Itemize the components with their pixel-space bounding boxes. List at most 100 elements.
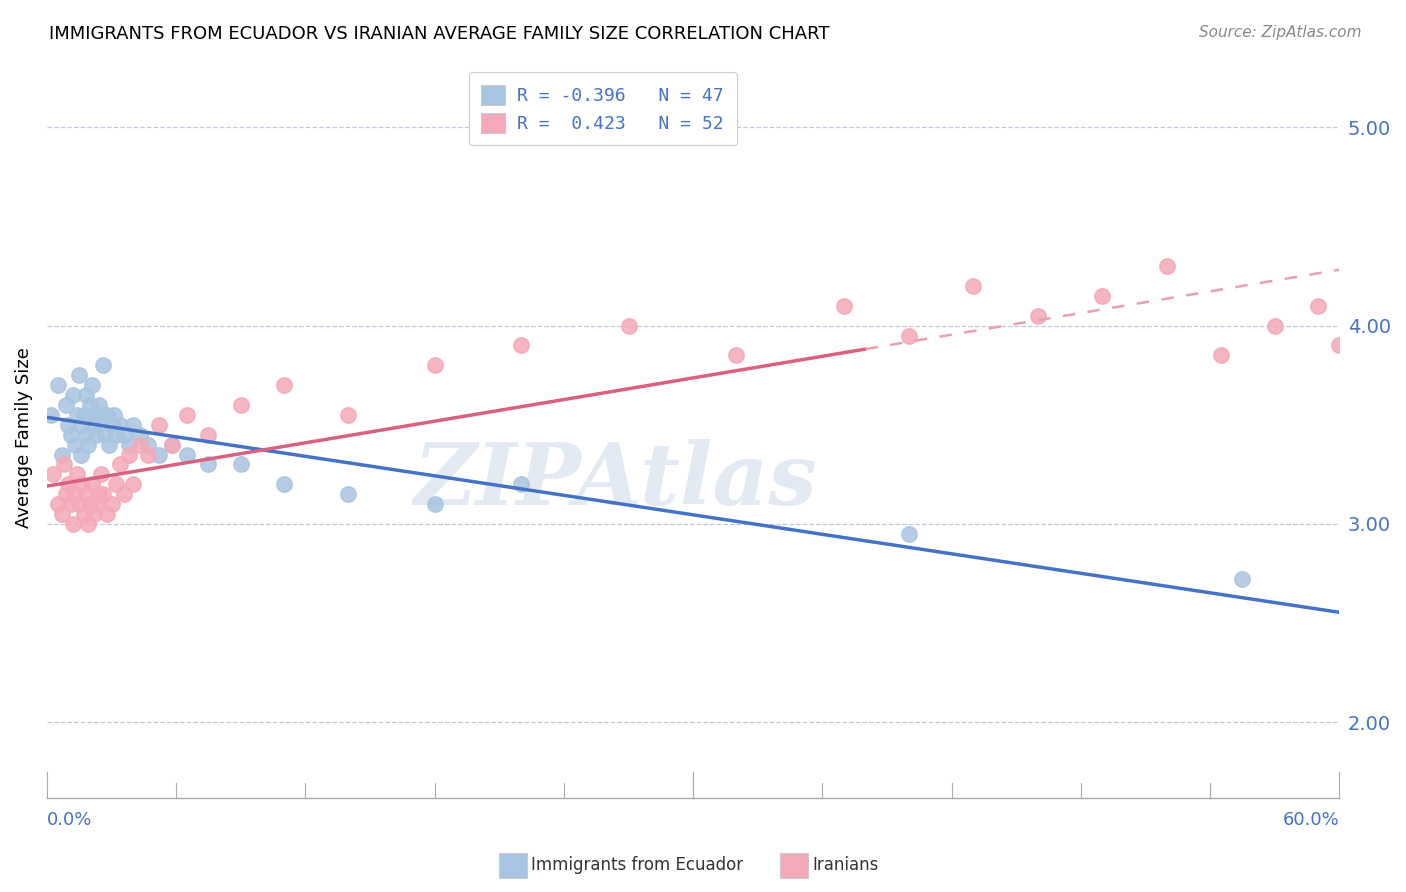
Point (58, 417, 80, 432)
Point (423, 497, 446, 511)
Point (509, 338, 531, 352)
Point (114, 427, 136, 442)
Point (79, 497, 101, 511)
Point (108, 417, 131, 432)
Point (197, 427, 219, 442)
Point (82, 477, 104, 491)
Point (51, 448, 73, 462)
Text: IMMIGRANTS FROM ECUADOR VS IRANIAN AVERAGE FAMILY SIZE CORRELATION CHART: IMMIGRANTS FROM ECUADOR VS IRANIAN AVERA… (49, 25, 830, 43)
Point (82, 408, 104, 422)
Point (160, 437, 183, 451)
Point (136, 448, 159, 462)
Point (897, 526, 920, 541)
Text: 60.0%: 60.0% (1282, 811, 1340, 829)
Point (114, 487, 136, 501)
Point (1209, 348, 1232, 362)
Point (46, 378, 69, 392)
Point (70, 417, 93, 432)
Text: Iranians: Iranians (813, 856, 879, 874)
Text: 0.0%: 0.0% (46, 811, 93, 829)
Point (72, 408, 94, 422)
Point (55, 487, 77, 501)
Point (46, 497, 69, 511)
Point (91, 358, 114, 372)
Point (39, 408, 62, 422)
Point (104, 477, 127, 491)
Point (1026, 309, 1049, 323)
Point (90, 467, 112, 482)
Point (86, 497, 108, 511)
Point (76, 437, 98, 451)
Point (62, 516, 84, 531)
Point (75, 427, 97, 442)
Point (75, 487, 97, 501)
Point (128, 427, 150, 442)
Point (118, 437, 141, 451)
Point (1091, 289, 1114, 303)
Point (66, 408, 89, 422)
Point (53, 458, 76, 472)
Point (1329, 338, 1351, 352)
Point (273, 378, 295, 392)
Point (86, 427, 108, 442)
Point (59, 427, 82, 442)
Point (67, 368, 90, 383)
Point (136, 437, 159, 451)
Point (63, 437, 86, 451)
Point (725, 348, 748, 362)
Point (87, 487, 110, 501)
Point (229, 398, 252, 412)
Point (98, 437, 121, 451)
Point (72, 507, 94, 521)
Point (962, 279, 984, 293)
Point (70, 477, 93, 491)
Point (1306, 299, 1329, 313)
Point (79, 398, 101, 412)
Point (337, 408, 360, 422)
Point (617, 318, 640, 333)
Point (66, 467, 89, 482)
Point (148, 448, 170, 462)
Point (67, 497, 90, 511)
Point (148, 417, 170, 432)
Point (94, 427, 117, 442)
Point (103, 408, 125, 422)
Point (87, 398, 110, 412)
Point (118, 448, 141, 462)
Point (100, 497, 122, 511)
Point (229, 458, 252, 472)
Point (76, 516, 98, 531)
Point (63, 487, 86, 501)
Point (108, 458, 131, 472)
Text: Immigrants from Ecuador: Immigrants from Ecuador (531, 856, 744, 874)
Point (1264, 318, 1286, 333)
Point (82, 378, 104, 392)
Point (83, 507, 105, 521)
Point (59, 497, 82, 511)
Point (509, 477, 531, 491)
Point (83, 417, 105, 432)
Point (176, 408, 198, 422)
Point (423, 358, 446, 372)
Point (104, 427, 127, 442)
Point (197, 458, 219, 472)
Point (96, 408, 118, 422)
Text: ZIPAtlas: ZIPAtlas (413, 439, 817, 523)
Point (58, 477, 80, 491)
Point (100, 417, 122, 432)
Point (337, 487, 360, 501)
Point (897, 328, 920, 343)
Legend: R = -0.396   N = 47, R =  0.423   N = 52: R = -0.396 N = 47, R = 0.423 N = 52 (468, 72, 737, 145)
Point (75, 388, 97, 402)
Point (70, 448, 93, 462)
Point (832, 299, 855, 313)
Point (122, 417, 145, 432)
Point (91, 487, 114, 501)
Point (1232, 573, 1254, 587)
Point (51, 507, 73, 521)
Point (42, 467, 65, 482)
Point (273, 477, 295, 491)
Y-axis label: Average Family Size: Average Family Size (15, 347, 32, 528)
Point (176, 448, 198, 462)
Point (62, 388, 84, 402)
